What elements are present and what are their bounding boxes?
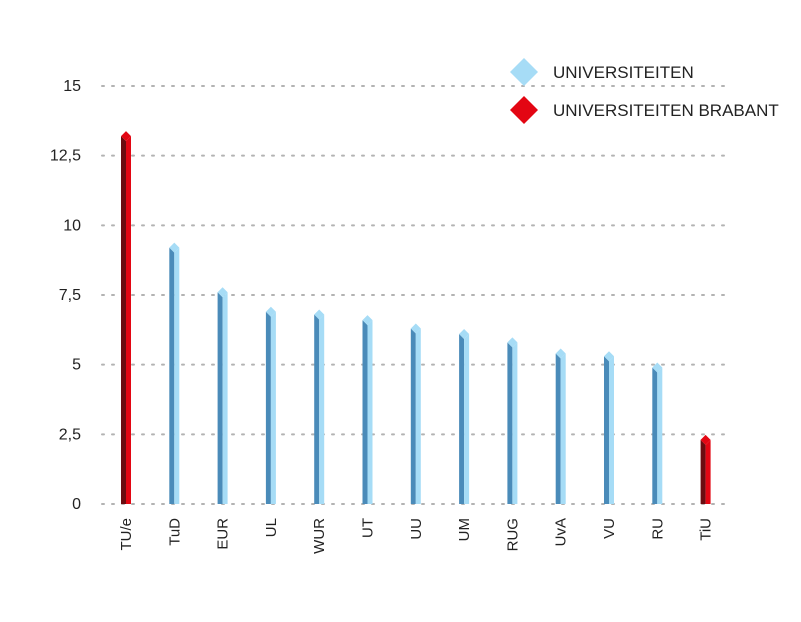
bar-left-face — [555, 353, 561, 504]
legend-label: UNIVERSITEITEN — [553, 63, 694, 82]
x-tick-label: UM — [456, 518, 473, 541]
bar-left-face — [362, 320, 368, 504]
bar-right-face — [270, 311, 276, 504]
bar — [362, 315, 373, 504]
bar-cap — [169, 242, 180, 253]
x-tick-label: RU — [649, 518, 666, 540]
bar-left-face — [265, 311, 271, 504]
bar-right-face — [222, 292, 228, 504]
bar-cap — [459, 329, 470, 340]
y-tick-label: 10 — [63, 217, 81, 234]
y-axis-ticks: 0 2,5 5 7,5 10 12,5 15 — [50, 78, 81, 513]
bar-left-face — [217, 292, 223, 504]
bar-right-face — [705, 439, 711, 504]
bar-right-face — [512, 342, 518, 504]
bar-left-face — [459, 334, 465, 504]
bar — [700, 434, 711, 504]
bar — [652, 362, 663, 504]
bar-cap — [121, 131, 131, 142]
bar-left-face — [121, 136, 126, 504]
bar-right-face — [560, 353, 566, 504]
bar-right-face — [126, 136, 131, 504]
bar — [507, 337, 518, 504]
bar-cap — [265, 306, 276, 317]
x-tick-label: TiU — [698, 518, 715, 541]
bar — [121, 131, 131, 504]
x-tick-label: UU — [408, 518, 425, 540]
bar-cap — [314, 309, 325, 320]
bar-right-face — [319, 314, 325, 504]
bar-cap — [410, 323, 421, 334]
y-tick-label: 12,5 — [50, 148, 81, 165]
bar — [459, 329, 470, 504]
x-tick-label: UvA — [553, 518, 570, 546]
bar-cap — [700, 434, 711, 445]
x-tick-label: TU/e — [118, 518, 135, 551]
legend-swatch — [510, 96, 538, 124]
bar — [265, 306, 276, 504]
bar-cap — [217, 287, 228, 298]
bars — [121, 131, 711, 505]
bar-left-face — [700, 439, 706, 504]
bar — [555, 348, 566, 504]
bar — [604, 351, 614, 504]
bar — [217, 287, 228, 504]
bar-left-face — [604, 356, 609, 504]
x-tick-label: WUR — [311, 518, 328, 554]
x-tick-label: EUR — [215, 518, 232, 550]
bar-cap — [555, 348, 566, 359]
bar — [169, 242, 180, 505]
bar-right-face — [174, 247, 180, 505]
bar-right-face — [657, 367, 663, 504]
y-tick-label: 5 — [72, 357, 81, 374]
x-tick-label: TuD — [166, 518, 183, 546]
bar-left-face — [652, 367, 658, 504]
y-tick-label: 7,5 — [59, 287, 81, 304]
bar-cap — [362, 315, 373, 326]
legend-swatch — [510, 58, 538, 86]
x-tick-label: UL — [263, 518, 280, 537]
y-tick-label: 2,5 — [59, 426, 81, 443]
bar-left-face — [410, 328, 416, 504]
x-axis-labels: TU/e TuD EUR UL WUR UT UU UM RUG UvA VU RU TiU — [118, 518, 715, 554]
bar-right-face — [415, 328, 421, 504]
x-tick-label: VU — [601, 518, 618, 539]
legend: UNIVERSITEITEN UNIVERSITEITEN BRABANT — [510, 58, 779, 124]
bar-right-face — [367, 320, 373, 504]
bar-left-face — [169, 247, 175, 505]
x-tick-label: UT — [360, 518, 377, 538]
bar — [410, 323, 421, 504]
bar-cap — [507, 337, 518, 348]
bar-cap — [652, 362, 663, 373]
y-tick-label: 0 — [72, 496, 81, 513]
bar-left-face — [314, 314, 320, 504]
bar-left-face — [507, 342, 513, 504]
x-tick-label: RUG — [504, 518, 521, 551]
bar-cap — [604, 351, 614, 362]
y-tick-label: 15 — [63, 78, 81, 95]
legend-label: UNIVERSITEITEN BRABANT — [553, 101, 779, 120]
bar-right-face — [464, 334, 470, 504]
bar-right-face — [609, 356, 614, 504]
bar — [314, 309, 325, 504]
